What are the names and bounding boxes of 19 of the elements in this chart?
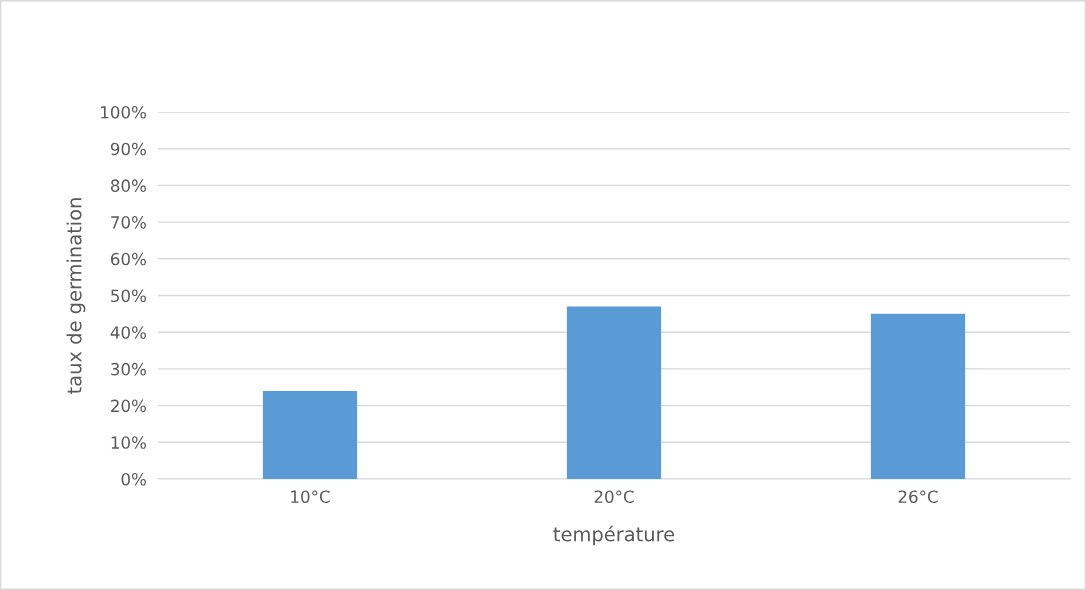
bar [870,313,966,479]
y-tick-label: 10% [111,436,146,449]
y-tick-label: 80% [110,179,146,192]
bar [566,306,662,479]
y-tick-label: 0% [121,472,146,486]
x-tick-label: 10°C [291,490,330,504]
y-tick-label: 50% [111,289,146,303]
y-axis-title: taux de germination [66,198,86,394]
x-tick-label: 26°C [898,490,938,504]
y-tick-label: 40% [110,326,146,339]
y-tick-label: 20% [111,399,146,413]
x-axis-title: température [553,525,675,546]
y-tick-label: 60% [111,252,146,266]
y-tick-label: 70% [111,216,146,229]
y-tick-label: 30% [111,362,146,376]
y-tick-label: 100% [101,105,146,119]
bar [262,390,358,479]
y-tick-label: 90% [110,142,146,156]
x-tick-label: 20°C [594,490,634,504]
